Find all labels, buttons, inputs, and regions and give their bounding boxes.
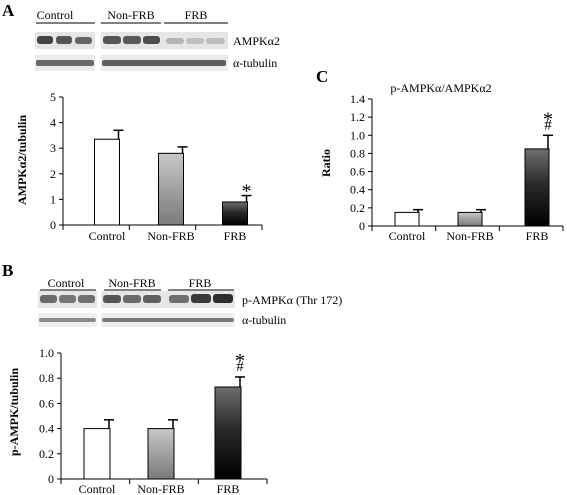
significance-star: * [242,181,252,203]
blot-a-band [75,37,92,44]
y-tick-label: 1.0 [39,346,54,360]
significance-hash: # [236,359,244,375]
western-blot-b: Control Non-FRB FRB p-AMPKα (Thr 172) α-… [38,276,342,327]
bar-control [394,211,420,227]
category-label: FRB [224,229,247,243]
blot-b-band [40,295,57,303]
blot-b-band [123,295,141,303]
y-tick-label: 3 [50,141,56,155]
blot-a-lane-nonfrb: Non-FRB [107,8,154,22]
blot-a-band [56,36,72,44]
blot-a-lane-control: Control [37,8,74,22]
blot-b-band [191,294,211,303]
category-label: Non-FRB [137,482,184,495]
y-tick-label: 0.8 [39,371,54,385]
bar-frb [222,201,248,226]
western-blot-a: Control Non-FRB FRB AMPKα2 α-tubulin [35,8,280,71]
bar-non-frb [457,211,483,227]
y-tick-label: 1.2 [350,110,365,124]
blot-a-band [206,38,225,44]
significance-star: * [543,108,553,130]
category-label: Control [89,229,126,243]
bar-non-frb [147,428,175,480]
blot-b-band [39,318,96,322]
bar-frb [214,386,242,480]
significance-hash: # [544,117,552,133]
blot-b-band [143,295,161,303]
bar-control [94,138,120,226]
blot-b-band [103,295,121,303]
blot-a-band [102,60,226,66]
y-tick-label: 0.4 [39,422,54,436]
bar-chart-b: p-AMPK/tubulin 0 0.2 0.4 0.6 0.8 1.0 Control No… [7,346,268,495]
blot-b-band [78,295,95,303]
y-tick-label: 0.8 [350,146,365,160]
y-tick-label: 0.2 [39,447,54,461]
blot-a-band [103,36,121,44]
y-tick-label: 0 [50,218,56,232]
bar-frb [524,148,550,227]
chart-b-ylabel: p-AMPK/tubulin [7,368,21,456]
bar-control [83,428,111,480]
category-label: Non-FRB [147,229,194,243]
y-tick-label: 1.0 [350,128,365,142]
blot-b-band [59,295,76,303]
bar-non-frb [158,152,184,226]
y-tick-label: 0.2 [350,201,365,215]
chart-c-ylabel: Ratio [319,149,333,177]
blot-b-band [213,294,233,303]
category-label: Control [389,229,426,243]
panel-letter-c: C [316,67,328,86]
blot-a-band [123,36,141,44]
panel-letter-b: B [2,261,13,280]
y-tick-label: 5 [50,90,56,104]
y-tick-label: 0.6 [39,396,54,410]
y-tick-label: 0 [359,219,365,233]
blot-a-band [166,38,184,44]
bar-chart-a: AMPKα2/tubulin 0 1 2 3 4 5 Control Non-FRB FRB * [15,90,263,243]
chart-a-ylabel: AMPKα2/tubulin [15,115,29,205]
bar-chart-c: p-AMPKα/AMPKα2 Ratio 0 0.2 0.4 0.6 0.8 1.0 1.2… [319,81,564,243]
blot-b-band [102,318,234,322]
panel-letter-a: A [2,1,15,20]
blot-b-lane-frb: FRB [189,276,212,290]
significance-star: * [235,350,245,372]
blot-a-band [143,36,160,44]
blot-b-protein-2: α-tubulin [242,313,286,327]
y-tick-label: 1 [50,192,56,206]
blot-a-lane-frb: FRB [185,8,208,22]
y-tick-label: 4 [50,116,56,130]
category-label: FRB [217,482,240,495]
category-label: FRB [526,229,549,243]
y-tick-label: 1.4 [350,92,365,106]
blot-b-protein-1: p-AMPKα (Thr 172) [242,293,342,307]
blot-b-lane-control: Control [48,276,85,290]
y-tick-label: 0 [48,472,54,486]
blot-a-protein-1: AMPKα2 [233,34,280,48]
blot-a-band [186,38,204,44]
y-tick-label: 0.6 [350,165,365,179]
y-tick-label: 0.4 [350,183,365,197]
blot-a-protein-2: α-tubulin [233,56,277,70]
chart-c-title: p-AMPKα/AMPKα2 [390,81,491,95]
blot-a-band [37,36,53,44]
blot-b-lane-nonfrb: Non-FRB [108,276,155,290]
y-tick-label: 2 [50,167,56,181]
blot-b-band [169,295,189,303]
category-label: Control [79,482,116,495]
category-label: Non-FRB [446,229,493,243]
blot-a-band [36,60,94,66]
